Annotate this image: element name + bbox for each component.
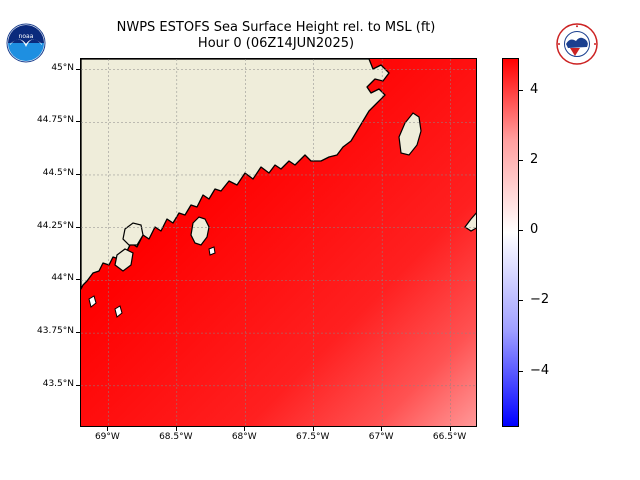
colorbar-tick-label: 2 — [530, 151, 539, 167]
island-grand-manan — [398, 112, 422, 156]
lon-tick-mark — [381, 427, 383, 431]
lon-tick-label: 67.5°W — [295, 432, 330, 442]
lat-tick-mark — [76, 279, 80, 281]
map-gridlines — [81, 59, 476, 426]
lon-tick-mark — [244, 427, 246, 431]
colorbar-tick-mark — [519, 300, 523, 302]
colorbar-tick-label: 4 — [530, 81, 539, 97]
lon-tick-label: 67°W — [368, 432, 394, 442]
lat-tick-label: 44.25°N — [37, 220, 74, 231]
nova-scotia-tip — [464, 212, 476, 232]
map-plot-area — [80, 58, 477, 427]
lat-tick-label: 44°N — [51, 273, 74, 284]
colorbar-tick-mark — [519, 370, 523, 372]
lon-tick-label: 69°W — [94, 432, 120, 442]
island-vinalhaven — [114, 248, 134, 272]
lon-tick-label: 68°W — [231, 432, 257, 442]
map-subtitle: Hour 0 (06Z14JUN2025) — [197, 36, 355, 51]
lat-tick-mark — [76, 173, 80, 175]
colorbar-tick-label: 0 — [530, 222, 539, 238]
lat-tick-label: 45°N — [51, 62, 74, 73]
lat-tick-mark — [76, 121, 80, 123]
island-mount-desert — [190, 216, 210, 246]
lat-tick-label: 43.5°N — [42, 378, 74, 389]
lat-tick-label: 44.75°N — [37, 115, 74, 126]
islet-2 — [114, 305, 123, 318]
colorbar — [502, 58, 519, 427]
lat-tick-label: 44.5°N — [42, 167, 74, 178]
lon-tick-mark — [312, 427, 314, 431]
island-deer-isle — [122, 222, 144, 246]
noaa-logo-text: noaa — [19, 33, 34, 40]
lat-tick-mark — [76, 332, 80, 334]
colorbar-tick-label: −4 — [530, 362, 550, 378]
colorbar-tick-mark — [519, 230, 523, 232]
islet-3 — [208, 246, 216, 256]
lon-tick-label: 66.5°W — [432, 432, 467, 442]
lon-tick-label: 68.5°W — [159, 432, 193, 442]
colorbar-tick-mark — [519, 89, 523, 91]
colorbar-tick-mark — [519, 159, 523, 161]
colorbar-tick-label: −2 — [530, 292, 550, 308]
lat-tick-mark — [76, 384, 80, 386]
lon-tick-mark — [449, 427, 451, 431]
noaa-logo-icon: noaa — [6, 23, 46, 63]
map-title: NWPS ESTOFS Sea Surface Height rel. to M… — [116, 20, 436, 35]
map-svg — [81, 59, 476, 426]
nws-logo-icon — [556, 23, 598, 65]
islet-1 — [88, 295, 97, 308]
lon-tick-mark — [175, 427, 177, 431]
lon-tick-mark — [107, 427, 109, 431]
lat-tick-label: 43.75°N — [37, 326, 74, 337]
lat-tick-mark — [76, 68, 80, 70]
lat-tick-mark — [76, 226, 80, 228]
